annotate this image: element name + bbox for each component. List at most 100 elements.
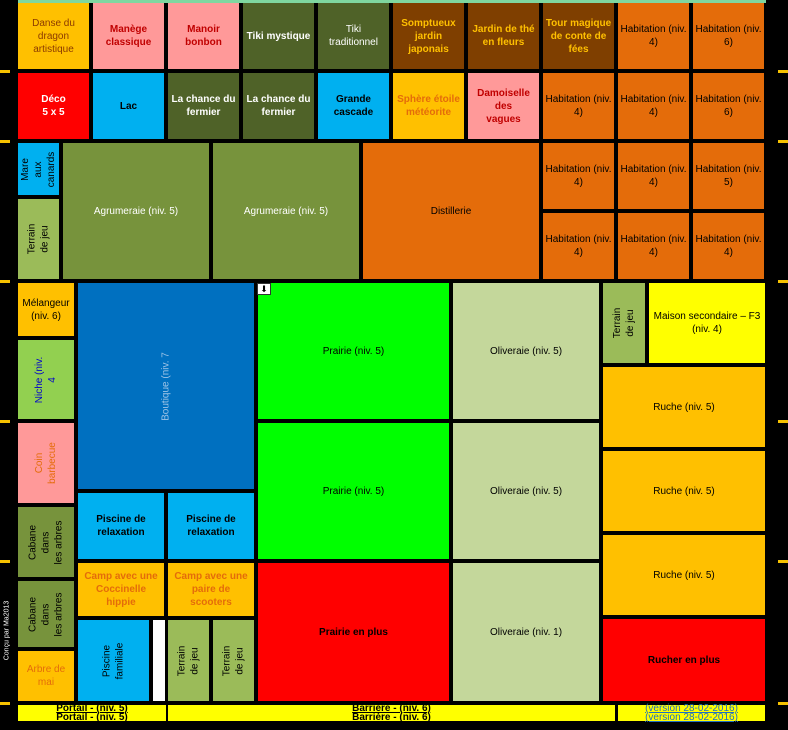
building-cell: Maison secondaire – F3 (niv. 4) xyxy=(649,283,765,363)
building-label: Terrain de jeu xyxy=(612,307,636,339)
building-cell: Camp avec une paire de scooters xyxy=(168,563,254,616)
edge-marker xyxy=(778,280,788,283)
edge-marker xyxy=(0,420,10,423)
edge-marker xyxy=(0,280,10,283)
building-label: Manoir bonbon xyxy=(185,24,222,48)
building-label: Oliveraie (niv. 5) xyxy=(489,485,563,497)
footer-version-bar: (version 28-02-2016) (version 28-02-2016… xyxy=(618,703,765,723)
building-cell: Habitation (niv. 4) xyxy=(618,3,689,69)
building-cell: Cabane dans les arbres xyxy=(18,507,74,577)
building-cell: Mare aux canards xyxy=(18,143,59,195)
building-label: Mare aux canards xyxy=(20,151,57,187)
building-cell: La chance du fermier xyxy=(168,73,239,139)
building-cell: Damoiselle des vagues xyxy=(468,73,539,139)
top-border-line xyxy=(18,0,766,3)
building-cell: Habitation (niv. 6) xyxy=(693,73,764,139)
building-label: Danse du dragon artistique xyxy=(32,17,75,55)
building-label: Agrumeraie (niv. 5) xyxy=(243,205,329,217)
building-cell: Oliveraie (niv. 5) xyxy=(453,283,599,419)
building-label: Camp avec une paire de scooters xyxy=(174,571,248,608)
building-cell: Coin barbecue xyxy=(18,423,74,503)
building-cell: Habitation (niv. 4) xyxy=(693,213,764,279)
building-label: Rucher en plus xyxy=(647,654,721,666)
building-cell: Habitation (niv. 4) xyxy=(543,143,614,209)
building-label: Habitation (niv. 4) xyxy=(620,164,687,188)
building-cell: Mélangeur (niv. 6) xyxy=(18,283,74,336)
edge-marker xyxy=(778,702,788,705)
building-cell: Agrumeraie (niv. 5) xyxy=(63,143,209,279)
edge-marker xyxy=(778,140,788,143)
building-label: Déco 5 x 5 xyxy=(41,94,66,118)
building-cell: Prairie (niv. 5) xyxy=(258,283,449,419)
building-cell: Cabane dans les arbres xyxy=(18,581,74,647)
building-label: Jardin de thé en fleurs xyxy=(472,24,535,48)
building-cell: Agrumeraie (niv. 5) xyxy=(213,143,359,279)
building-cell: Tiki traditionnel xyxy=(318,3,389,69)
building-label: Manège classique xyxy=(105,24,152,48)
edge-marker xyxy=(0,702,10,705)
building-cell: Manège classique xyxy=(93,3,164,69)
building-label: Grande cascade xyxy=(333,94,374,118)
building-label: La chance du fermier xyxy=(246,94,311,118)
building-label: Sphère étoile météorite xyxy=(397,94,460,118)
building-label: Terrain de jeu xyxy=(26,223,51,255)
building-cell: Piscine de relaxation xyxy=(168,493,254,559)
building-label: Prairie (niv. 5) xyxy=(322,345,385,357)
building-cell: Danse du dragon artistique xyxy=(18,3,89,69)
building-label: Habitation (niv. 4) xyxy=(545,164,612,188)
building-cell: Niche (niv. 4 xyxy=(18,340,74,419)
building-cell: Prairie en plus xyxy=(258,563,449,701)
footer-label: (version 28-02-2016) (version 28-02-2016… xyxy=(645,703,738,723)
building-cell: Déco 5 x 5 xyxy=(18,73,89,139)
footer-portail-bar: Portail - (niv. 5) Portail - (niv. 5) xyxy=(18,703,166,723)
building-cell: Manoir bonbon xyxy=(168,3,239,69)
building-cell: Rucher en plus xyxy=(603,619,765,701)
building-cell: Habitation (niv. 5) xyxy=(693,143,764,209)
download-arrow-icon[interactable]: ⬇ xyxy=(257,283,271,295)
building-label: Lac xyxy=(119,100,138,112)
building-label: Habitation (niv. 4) xyxy=(695,234,762,258)
edge-marker xyxy=(0,560,10,563)
building-label: Arbre de mai xyxy=(26,664,66,688)
building-label: Habitation (niv. 4) xyxy=(620,234,687,258)
building-cell: Oliveraie (niv. 1) xyxy=(453,563,599,701)
building-cell: Habitation (niv. 6) xyxy=(693,3,764,69)
author-credit: Conçu par Ma2013 xyxy=(0,580,14,680)
building-label: Habitation (niv. 6) xyxy=(695,94,762,118)
building-label: Maison secondaire – F3 (niv. 4) xyxy=(653,311,761,335)
footer-barriere-bar: Barrière - (niv. 6) Barrière - (niv. 6) xyxy=(168,703,615,723)
building-label: Agrumeraie (niv. 5) xyxy=(93,205,179,217)
footer-label: Portail - (niv. 5) Portail - (niv. 5) xyxy=(56,703,128,723)
building-label: Damoiselle des vagues xyxy=(477,87,530,125)
building-label: Tiki traditionnel xyxy=(329,24,378,48)
edge-marker xyxy=(778,420,788,423)
building-label: Piscine de relaxation xyxy=(96,514,146,538)
building-label: Cabane dans les arbres xyxy=(27,592,65,636)
building-label: Mélangeur (niv. 6) xyxy=(22,297,70,322)
building-cell: Habitation (niv. 4) xyxy=(543,213,614,279)
building-label: Prairie (niv. 5) xyxy=(322,485,385,497)
building-label: Somptueux jardin japonais xyxy=(401,17,456,55)
building-cell: Piscine familiale xyxy=(78,620,149,701)
building-label: La chance du fermier xyxy=(171,94,236,118)
building-label: Habitation (niv. 4) xyxy=(620,24,687,48)
building-cell: Terrain de jeu xyxy=(213,620,254,701)
building-cell: Terrain de jeu xyxy=(18,199,59,279)
building-label: Boutique (niv. 7 xyxy=(160,351,172,421)
building-label: Habitation (niv. 4) xyxy=(545,234,612,258)
edge-marker xyxy=(778,70,788,73)
building-cell: Camp avec une Coccinelle hippie xyxy=(78,563,164,616)
building-cell: Habitation (niv. 4) xyxy=(618,213,689,279)
footer-label: Barrière - (niv. 6) Barrière - (niv. 6) xyxy=(352,703,431,723)
building-label: Habitation (niv. 6) xyxy=(695,24,762,48)
building-label: Distillerie xyxy=(430,205,472,217)
building-cell: Terrain de jeu xyxy=(168,620,209,701)
building-cell: Arbre de mai xyxy=(18,651,74,701)
building-cell: Tiki mystique xyxy=(243,3,314,69)
building-cell: Somptueux jardin japonais xyxy=(393,3,464,69)
author-credit-label: Conçu par Ma2013 xyxy=(3,600,11,660)
building-cell: Distillerie xyxy=(363,143,539,279)
building-label: Habitation (niv. 4) xyxy=(545,94,612,118)
building-label: Cabane dans les arbres xyxy=(27,520,65,564)
